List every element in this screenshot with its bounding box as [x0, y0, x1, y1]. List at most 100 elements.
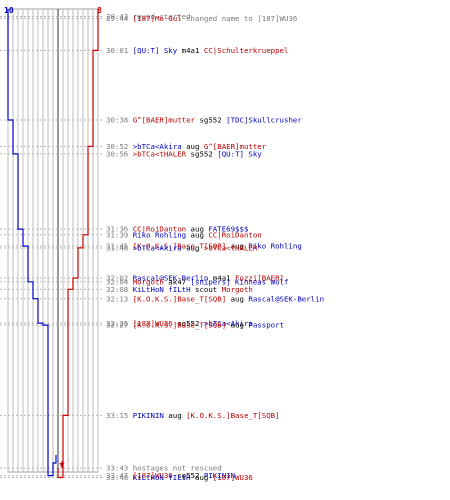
event-time: 30:38 [106, 116, 128, 125]
event-text-part: [187]WU36 [128, 471, 173, 480]
event-time: 32:08 [106, 285, 128, 294]
event-row: 30:38 G^[BAER]mutter sg552 [TDC]Skullcru… [106, 116, 302, 125]
event-time: 30:52 [106, 142, 128, 151]
event-text-part: sg552 [186, 149, 217, 158]
event-text-part: CC|RoiDanton [208, 230, 261, 239]
event-text-part: aug [186, 225, 208, 234]
event-text-part: [QU:T] Sky [128, 46, 177, 55]
event-text-part: sg552 [195, 116, 226, 125]
event-text-part: Fozzi[BAER] [235, 274, 284, 283]
event-text-part: [187]WU36 [128, 319, 173, 328]
event-text-part: >bTCa<tHALER [128, 149, 186, 158]
event-text-part: round started [128, 12, 190, 21]
red-end-arrow-icon [59, 463, 65, 468]
event-text-part: Morgoth [222, 285, 253, 294]
event-text-part: G^[BAER]mutter [204, 142, 267, 151]
event-text-part: aug [226, 242, 248, 251]
event-text-part: hostages not rescued [128, 464, 221, 473]
event-row: 30:52 >bTCa<Akira aug G^[BAER]mutter [106, 142, 267, 151]
event-time: 31:45 [106, 242, 128, 251]
event-text-part: scout [191, 285, 222, 294]
event-time: 31:46 [106, 244, 128, 253]
event-text-part: Rascal@SEK-Berlin [248, 294, 324, 303]
event-text-part: aug [164, 411, 186, 420]
event-text-part: KiLtHoN fILtH [128, 285, 190, 294]
event-row: 33:47 [187]WU36 sg552 PIKININ [106, 471, 235, 480]
event-text-part: >bTCa<Akira [204, 319, 253, 328]
event-row: 31:39 Riko Rohling aug CC|RoiDanton [106, 230, 262, 239]
event-time: 32:27 [106, 321, 128, 330]
event-time: 30:01 [106, 46, 128, 55]
event-text-part: [TDC]Skullcrusher [226, 116, 302, 125]
event-text-part: [187]Mo-Gul [128, 14, 181, 23]
event-row: 32:13 [K.O.K.S.]Base_T[SQB] aug Rascal@S… [106, 294, 324, 303]
event-dash-lines [0, 16, 103, 478]
event-text-part: G^[BAER]mutter [128, 116, 195, 125]
event-text-part: [QU:T] Sky [217, 149, 262, 158]
event-text-part: [snipers] Kinneas Wolf [191, 277, 289, 286]
event-time: 30:56 [106, 149, 128, 158]
event-row: 32:04 Morgoth ak47 [snipers] Kinneas Wol… [106, 277, 288, 286]
event-text-part: PIKININ [204, 471, 235, 480]
event-text-part: Passport [248, 321, 284, 330]
event-row: 31:45 [K.O.K.S.]Base_T[SQB] aug Riko Roh… [106, 242, 302, 251]
event-text-part: [K.O.K.S.]Base_T[SQB] [128, 321, 226, 330]
event-text-part: m4a1 [208, 274, 235, 283]
event-time: 33:15 [106, 411, 128, 420]
blue-team-alive-line [7, 9, 57, 477]
event-time: 29:43 [106, 12, 128, 21]
event-text-part: m4a1 [177, 46, 204, 55]
event-text-part: >bTCa<Akira [128, 244, 181, 253]
event-text-part: aug [226, 321, 248, 330]
event-text-part: ak47 [164, 277, 191, 286]
player-grid [7, 8, 99, 473]
event-text-part: [187]WU36 [213, 473, 253, 482]
event-text-part: aug [186, 230, 208, 239]
event-text-part: Rascal@SEK-Berlin [128, 274, 208, 283]
event-time: 33:43 [106, 464, 128, 473]
event-row: 29:43 round started [106, 12, 191, 21]
event-text-part: [K.O.K.S.]Base_T[SQB] [128, 242, 226, 251]
event-time: 29:44 [106, 14, 129, 23]
event-row: 32:26 [187]WU36 sg552 >bTCa<Akira [106, 319, 253, 328]
event-text-part: aug [182, 244, 204, 253]
event-text-part: Riko Rohling [128, 230, 186, 239]
event-text-part: KiLtHoN fILtH [128, 473, 190, 482]
event-text-part: [K.O.K.S.]Base_T[SQB] [128, 294, 226, 303]
event-time: 32:04 [106, 277, 129, 286]
event-text-part: PIKININ [128, 411, 164, 420]
event-row: 31:46 >bTCa<Akira aug >bTCa<tHALER [106, 244, 258, 253]
event-text-part: sg552 [173, 471, 204, 480]
red-team-alive-line [57, 9, 99, 479]
event-text-part: CC|Schulterkrueppel [204, 46, 289, 55]
event-time: 31:39 [106, 230, 128, 239]
event-row: 29:44 [187]Mo-Gul changed name to [187]W… [106, 14, 297, 23]
event-text-part: >bTCa<tHALER [204, 244, 258, 253]
event-text-part: >bTCa<Akira [128, 142, 181, 151]
event-text-part: sg552 [173, 319, 204, 328]
event-time: 32:02 [106, 274, 128, 283]
event-text-part: CC|RoiDanton [128, 225, 186, 234]
event-time: 33:47 [106, 471, 128, 480]
event-text-part: Morgoth [128, 277, 164, 286]
event-text-part: aug [226, 294, 248, 303]
event-text-part: aug [182, 142, 204, 151]
event-time: 32:26 [106, 319, 128, 328]
event-text-part: aug [191, 473, 213, 482]
event-time: 33:48 [106, 473, 128, 482]
event-row: 32:02 Rascal@SEK-Berlin m4a1 Fozzi[BAER] [106, 274, 284, 283]
blue-team-score: 10 [4, 6, 14, 15]
event-text-part: [187]WU36 [257, 14, 297, 23]
red-team-score: 8 [97, 6, 102, 15]
event-text-part: changed name to [182, 14, 258, 23]
event-row: 33:43 hostages not rescued [106, 464, 222, 473]
event-text-part: Riko Rohling [248, 242, 301, 251]
event-row: 31:36 CC|RoiDanton aug FATE69$$$ [106, 225, 249, 234]
event-row: 32:08 KiLtHoN fILtH scout Morgoth [106, 285, 253, 294]
event-time: 32:13 [106, 294, 128, 303]
event-row: 30:56 >bTCa<tHALER sg552 [QU:T] Sky [106, 149, 262, 158]
event-text-part: [K.O.K.S.]Base_T[SQB] [186, 411, 279, 420]
event-row: 33:48 KiLtHoN fILtH aug [187]WU36 [106, 473, 253, 482]
